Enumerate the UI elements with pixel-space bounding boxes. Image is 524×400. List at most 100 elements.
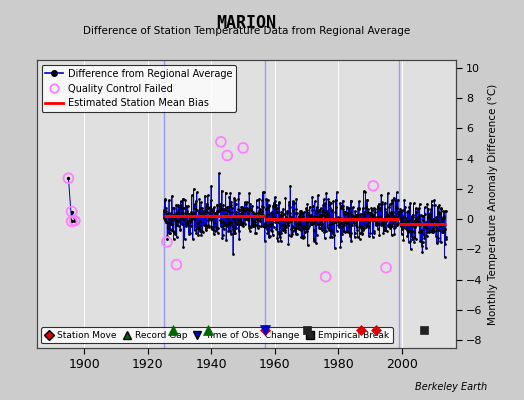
Point xyxy=(436,239,445,246)
Point xyxy=(436,223,444,230)
Y-axis label: Monthly Temperature Anomaly Difference (°C): Monthly Temperature Anomaly Difference (… xyxy=(488,83,498,325)
Point xyxy=(281,229,289,235)
Point xyxy=(325,199,333,206)
Point xyxy=(286,183,294,190)
Point xyxy=(427,227,435,234)
Point xyxy=(300,217,309,223)
Point xyxy=(284,240,292,247)
Point xyxy=(409,200,418,207)
Point xyxy=(409,222,418,229)
Point xyxy=(298,210,307,216)
Point xyxy=(439,208,447,214)
Point xyxy=(234,212,242,219)
Point xyxy=(333,216,342,223)
Point xyxy=(204,192,212,198)
Point xyxy=(246,206,255,213)
Point xyxy=(198,205,206,211)
Point xyxy=(397,208,406,214)
Point xyxy=(259,222,267,229)
Point xyxy=(183,212,192,219)
Point xyxy=(164,225,172,232)
Point xyxy=(193,225,201,231)
Point xyxy=(231,230,239,236)
Point xyxy=(64,175,73,182)
Point xyxy=(342,220,351,226)
Point xyxy=(394,210,402,216)
Point xyxy=(241,220,249,227)
Point xyxy=(367,210,375,216)
Point xyxy=(404,208,412,214)
Point xyxy=(408,236,417,242)
Point xyxy=(362,224,370,230)
Point xyxy=(320,196,328,202)
Point xyxy=(347,198,356,204)
Point xyxy=(172,210,181,216)
Point xyxy=(321,200,329,206)
Point xyxy=(348,216,357,223)
Point xyxy=(255,223,263,230)
Point xyxy=(348,212,357,218)
Point xyxy=(305,215,313,222)
Point xyxy=(316,211,324,217)
Point xyxy=(253,216,261,222)
Point xyxy=(304,218,313,224)
Point xyxy=(189,186,198,192)
Point xyxy=(388,197,396,203)
Point xyxy=(415,229,423,235)
Point xyxy=(336,219,344,225)
Point xyxy=(366,209,374,216)
Point xyxy=(227,231,235,237)
Point xyxy=(244,217,252,224)
Point xyxy=(428,202,436,208)
Point xyxy=(185,211,193,217)
Point xyxy=(410,222,419,228)
Point xyxy=(354,213,363,220)
Point xyxy=(357,214,365,220)
Point xyxy=(169,211,178,218)
Point xyxy=(182,203,191,210)
Point xyxy=(214,208,222,214)
Point xyxy=(170,212,179,218)
Point xyxy=(162,211,171,217)
Point xyxy=(378,221,386,227)
Point xyxy=(425,217,434,223)
Point xyxy=(352,218,360,224)
Point xyxy=(233,218,242,224)
Point xyxy=(173,210,181,216)
Point xyxy=(329,198,337,205)
Point xyxy=(350,213,358,219)
Point xyxy=(226,190,235,196)
Point xyxy=(347,238,355,244)
Point xyxy=(439,228,447,234)
Point xyxy=(416,201,424,207)
Point xyxy=(190,210,199,217)
Point xyxy=(236,210,244,217)
Point xyxy=(397,230,406,237)
Point xyxy=(419,213,427,219)
Point xyxy=(422,229,431,236)
Point xyxy=(362,216,370,223)
Point xyxy=(201,227,210,234)
Point xyxy=(384,223,392,229)
Point xyxy=(423,228,432,234)
Point xyxy=(255,196,264,203)
Point xyxy=(411,218,419,225)
Point xyxy=(381,200,389,206)
Point xyxy=(340,211,348,217)
Point xyxy=(431,216,439,223)
Point xyxy=(417,229,425,235)
Point xyxy=(345,231,354,237)
Point xyxy=(401,222,410,229)
Point xyxy=(408,213,416,220)
Point xyxy=(261,220,269,226)
Point xyxy=(286,213,294,219)
Point xyxy=(252,222,260,228)
Point xyxy=(401,218,409,225)
Point xyxy=(217,219,226,226)
Point xyxy=(309,203,317,210)
Point xyxy=(178,221,186,228)
Point xyxy=(388,200,396,206)
Point xyxy=(396,209,404,216)
Point xyxy=(299,216,308,222)
Point xyxy=(274,238,282,244)
